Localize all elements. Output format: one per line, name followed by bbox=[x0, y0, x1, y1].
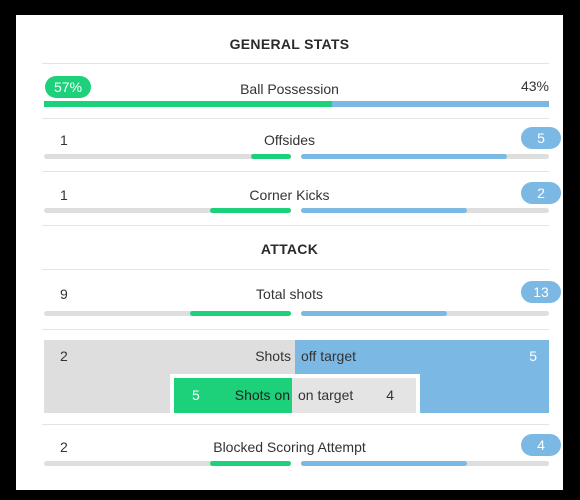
home-track bbox=[44, 154, 291, 159]
stat-label: Corner Kicks bbox=[249, 187, 330, 203]
home-track bbox=[44, 311, 291, 316]
home-fill-bar bbox=[251, 154, 291, 159]
away-possession-fill bbox=[332, 101, 549, 107]
match-stats-panel: GENERAL STATS 57% Ball Possession 43% 1 … bbox=[16, 15, 563, 490]
stat-label: Offsides bbox=[263, 132, 316, 148]
away-track bbox=[301, 311, 549, 316]
stat-label: Total shots bbox=[256, 286, 323, 302]
stat-label-left: Shots bbox=[255, 348, 291, 364]
home-value: 5 bbox=[192, 387, 200, 403]
home-possession-badge: 57% bbox=[45, 76, 92, 98]
divider bbox=[42, 63, 549, 64]
shots-target-block: 2 Shots off target 5 5 Shots on on targe… bbox=[44, 340, 549, 413]
away-value-badge: 5 bbox=[521, 127, 561, 149]
home-fill-bar bbox=[189, 311, 291, 316]
home-track bbox=[44, 461, 291, 466]
home-fill-bar bbox=[209, 461, 291, 466]
away-fill-bar bbox=[301, 154, 507, 159]
away-value-badge: 2 bbox=[521, 182, 561, 204]
divider bbox=[42, 171, 549, 172]
away-value: 4 bbox=[386, 387, 394, 403]
shots-on-target-away: on target 4 bbox=[292, 378, 416, 413]
general-stats-heading: GENERAL STATS bbox=[229, 36, 350, 52]
stat-label: Ball Possession bbox=[240, 81, 339, 97]
away-value-badge: 13 bbox=[521, 281, 561, 303]
home-track bbox=[44, 208, 291, 213]
away-track bbox=[301, 154, 549, 159]
shots-on-target-box: 5 Shots on on target 4 bbox=[170, 374, 420, 413]
divider bbox=[42, 225, 549, 226]
stat-label-right: off target bbox=[301, 348, 357, 364]
away-track bbox=[301, 461, 549, 466]
divider bbox=[42, 269, 549, 270]
away-value-badge: 4 bbox=[521, 434, 561, 456]
stat-label-left: Shots on bbox=[234, 387, 290, 403]
home-possession-fill bbox=[44, 101, 332, 107]
home-value: 1 bbox=[60, 132, 68, 148]
divider bbox=[42, 424, 549, 425]
home-value: 1 bbox=[60, 187, 68, 203]
away-track bbox=[301, 208, 549, 213]
home-value: 2 bbox=[60, 439, 68, 455]
away-fill-bar bbox=[301, 208, 468, 213]
away-possession-value: 43% bbox=[520, 78, 549, 94]
stat-label: Blocked Scoring Attempt bbox=[213, 439, 366, 455]
possession-bar bbox=[44, 101, 549, 107]
divider bbox=[42, 118, 549, 119]
attack-heading: ATTACK bbox=[260, 241, 319, 257]
away-fill-bar bbox=[301, 461, 468, 466]
away-value: 5 bbox=[529, 348, 537, 364]
home-value: 2 bbox=[60, 348, 68, 364]
shots-on-target-home: 5 Shots on bbox=[174, 378, 292, 413]
stat-label-right: on target bbox=[298, 387, 354, 403]
home-value: 9 bbox=[60, 286, 68, 302]
divider bbox=[42, 329, 549, 330]
away-fill-bar bbox=[301, 311, 448, 316]
home-fill-bar bbox=[209, 208, 291, 213]
